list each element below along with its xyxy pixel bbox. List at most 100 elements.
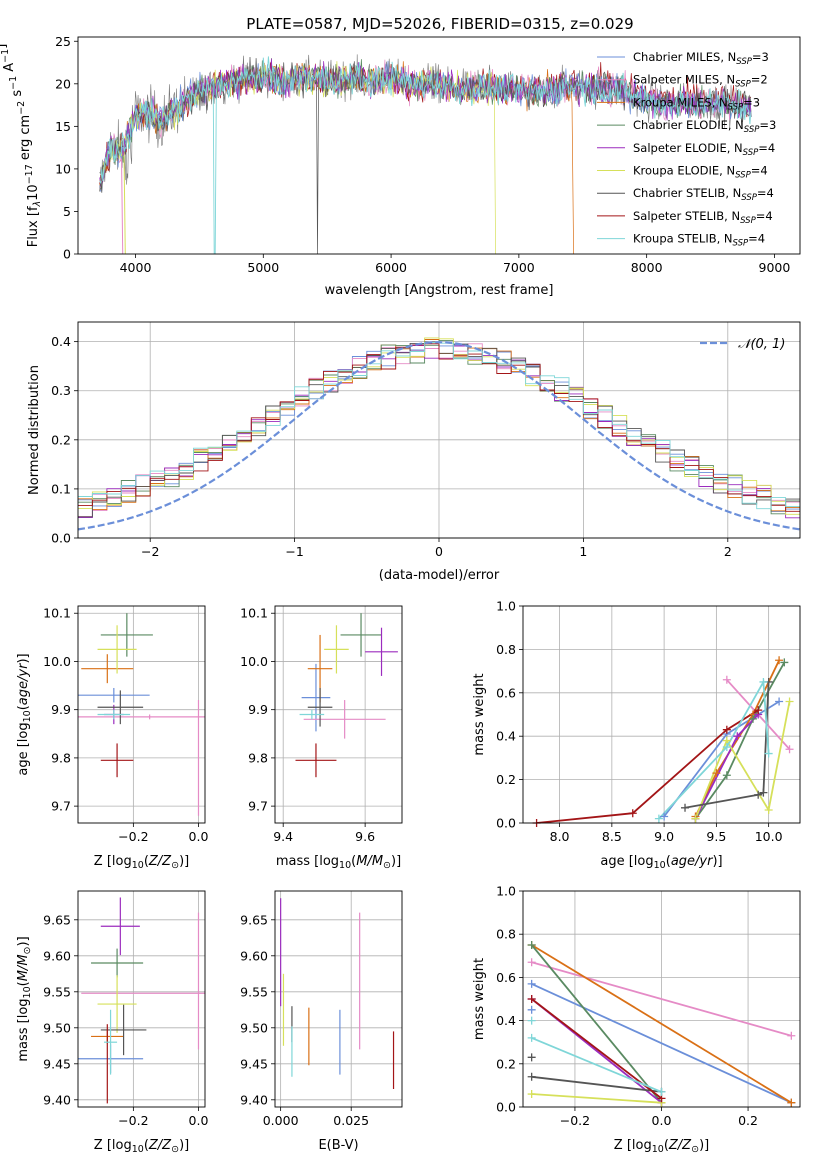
x-axis-label: (data-model)/error xyxy=(379,568,500,583)
series-kroupa_elodie xyxy=(531,1093,662,1104)
y-tick-label: 1.0 xyxy=(496,884,516,899)
label-part: ⊙ xyxy=(691,1144,699,1155)
label-part: mass [log xyxy=(276,854,339,869)
figure-title: PLATE=0587, MJD=52026, FIBERID=0315, z=0… xyxy=(246,15,633,33)
y-tick-label: 9.60 xyxy=(240,948,268,963)
y-tick-label: 9.9 xyxy=(51,702,71,717)
marker-salpeter_stelib xyxy=(527,995,536,1003)
x-tick-label: −0.2 xyxy=(118,829,148,844)
legend-entry: Chabrier MILES, NSSP=3 xyxy=(633,50,769,67)
x-tick-label: 6000 xyxy=(375,260,407,275)
y-tick-label: 0.8 xyxy=(496,927,516,942)
series-chabrier_stelib xyxy=(684,681,770,809)
x-tick-label: 0.0 xyxy=(189,1113,209,1128)
label-part: 10 xyxy=(339,860,351,871)
label-part: )] xyxy=(712,854,722,869)
axes-frame xyxy=(77,36,801,255)
panel-age_vs_Z: −0.2 0.09.79.89.910.010.1Z [log10(Z/Z⊙)]a… xyxy=(16,605,208,871)
axes-frame xyxy=(522,890,801,1108)
legend-tail: =3 xyxy=(743,95,760,109)
label-part: ( xyxy=(16,981,31,986)
axes-frame xyxy=(274,605,403,824)
marker-chabrier_elodie xyxy=(722,771,731,780)
marker-salpeter_miles xyxy=(722,675,731,684)
label-part: M/M xyxy=(16,954,31,981)
legend-text: Chabrier ELODIE, N xyxy=(633,118,744,132)
marker-chabrier_miles xyxy=(775,697,784,706)
y-tick-label: 9.60 xyxy=(43,948,71,963)
label-part: Z [log xyxy=(94,854,132,869)
legend-tail: =4 xyxy=(757,186,774,200)
legend-text: Kroupa ELODIE, N xyxy=(633,164,735,178)
plot-area xyxy=(99,54,752,254)
y-tick-label: 1.0 xyxy=(496,599,516,614)
y-tick-label: 10.0 xyxy=(240,654,268,669)
marker-salpeter_miles xyxy=(787,1031,796,1040)
y-tick-label: 0.8 xyxy=(496,642,516,657)
marker-chabrier_stelib xyxy=(527,1053,536,1062)
legend-entry: 𝒩(0, 1) xyxy=(738,337,785,352)
label-part: 10 xyxy=(654,860,666,871)
legend-sub: SSP xyxy=(735,80,751,90)
axes-frame xyxy=(77,605,206,824)
plot-area xyxy=(78,613,205,816)
x-tick-label: 0.0 xyxy=(652,1113,672,1128)
label-part: 10 xyxy=(132,860,144,871)
plot-area xyxy=(295,613,398,778)
label-part: )] xyxy=(391,854,401,869)
x-tick-label: 7000 xyxy=(503,260,535,275)
marker-kroupa_elodie xyxy=(785,697,794,706)
x-axis-label: wavelength [Angstrom, rest frame] xyxy=(325,283,554,298)
label-part: 10 xyxy=(26,184,41,201)
y-tick-label: 9.8 xyxy=(248,750,268,765)
marker-chabrier_elodie xyxy=(527,941,536,949)
label-part: 10 xyxy=(652,1144,664,1155)
marker-kroupa_stelib xyxy=(654,814,663,823)
label-part: Z/Z xyxy=(148,1138,172,1153)
y-tick-label: 9.40 xyxy=(43,1092,71,1107)
legend-sub: SSP xyxy=(744,125,760,135)
x-axis-label: age [log10(age/yr)] xyxy=(600,854,722,871)
legend-text: Salpeter ELODIE, N xyxy=(633,141,743,155)
legend-text: Kroupa MILES, N xyxy=(633,95,728,109)
x-tick-label: −1 xyxy=(285,544,303,559)
marker-chabrier_stelib xyxy=(754,790,763,799)
series-kroupa_stelib xyxy=(658,678,770,820)
marker-salpeter_miles xyxy=(527,958,536,967)
series-salpeter_stelib xyxy=(536,709,759,823)
x-tick-label: 9.4 xyxy=(273,829,293,844)
x-tick-label: 8.0 xyxy=(550,829,570,844)
label-part: M/M xyxy=(356,854,383,869)
x-axis-label: Z [log10(Z/Z⊙)] xyxy=(94,1138,189,1155)
label-part: ( xyxy=(666,854,671,869)
panel-residuals: −2 −1 0 1 2 0.0 0.1 0.2 0.3 0.4 𝒩(0, 1) (data-model… xyxy=(27,321,801,583)
y-tick-label: 0.4 xyxy=(51,334,71,349)
y-tick-label: 15 xyxy=(55,119,71,134)
legend-tail: =3 xyxy=(752,50,769,64)
plot-area xyxy=(531,944,792,1104)
marker-chabrier_miles xyxy=(527,979,536,988)
y-tick-label: 0.2 xyxy=(496,1056,516,1071)
y-tick-label: 9.7 xyxy=(248,799,268,814)
panel-age_vs_mass: 9.4 9.6 9.7 9.8 9.9 10.0 10.1 mass [log10(M/M⊙)… xyxy=(240,605,403,871)
y-axis-label: Normed distribution xyxy=(27,365,42,495)
series-chabrier_stelib xyxy=(531,1075,662,1093)
y-tick-label: 9.45 xyxy=(43,1056,71,1071)
legend-text: Salpeter STELIB, N xyxy=(633,209,740,223)
y-tick-label: 0.0 xyxy=(51,531,71,546)
x-tick-label: 9.6 xyxy=(355,829,375,844)
series-kroupa_miles xyxy=(531,944,792,1104)
marker-salpeter_stelib xyxy=(628,809,637,818)
y-axis-label: age [log10(age/yr)] xyxy=(16,653,33,775)
y-axis-label: mass weight xyxy=(472,958,487,1040)
legend-entry: Salpeter ELODIE, NSSP=4 xyxy=(633,141,775,158)
label-part: )] xyxy=(699,1138,709,1153)
y-tick-label: 9.65 xyxy=(240,912,268,927)
y-tick-label: 20 xyxy=(55,76,71,91)
marker-kroupa_stelib xyxy=(657,1087,666,1096)
axes-frame xyxy=(274,890,403,1108)
label-part: ( xyxy=(664,1138,669,1153)
y-axis-label: mass [log10(M/M⊙)] xyxy=(16,936,33,1061)
plot-area xyxy=(78,337,800,531)
